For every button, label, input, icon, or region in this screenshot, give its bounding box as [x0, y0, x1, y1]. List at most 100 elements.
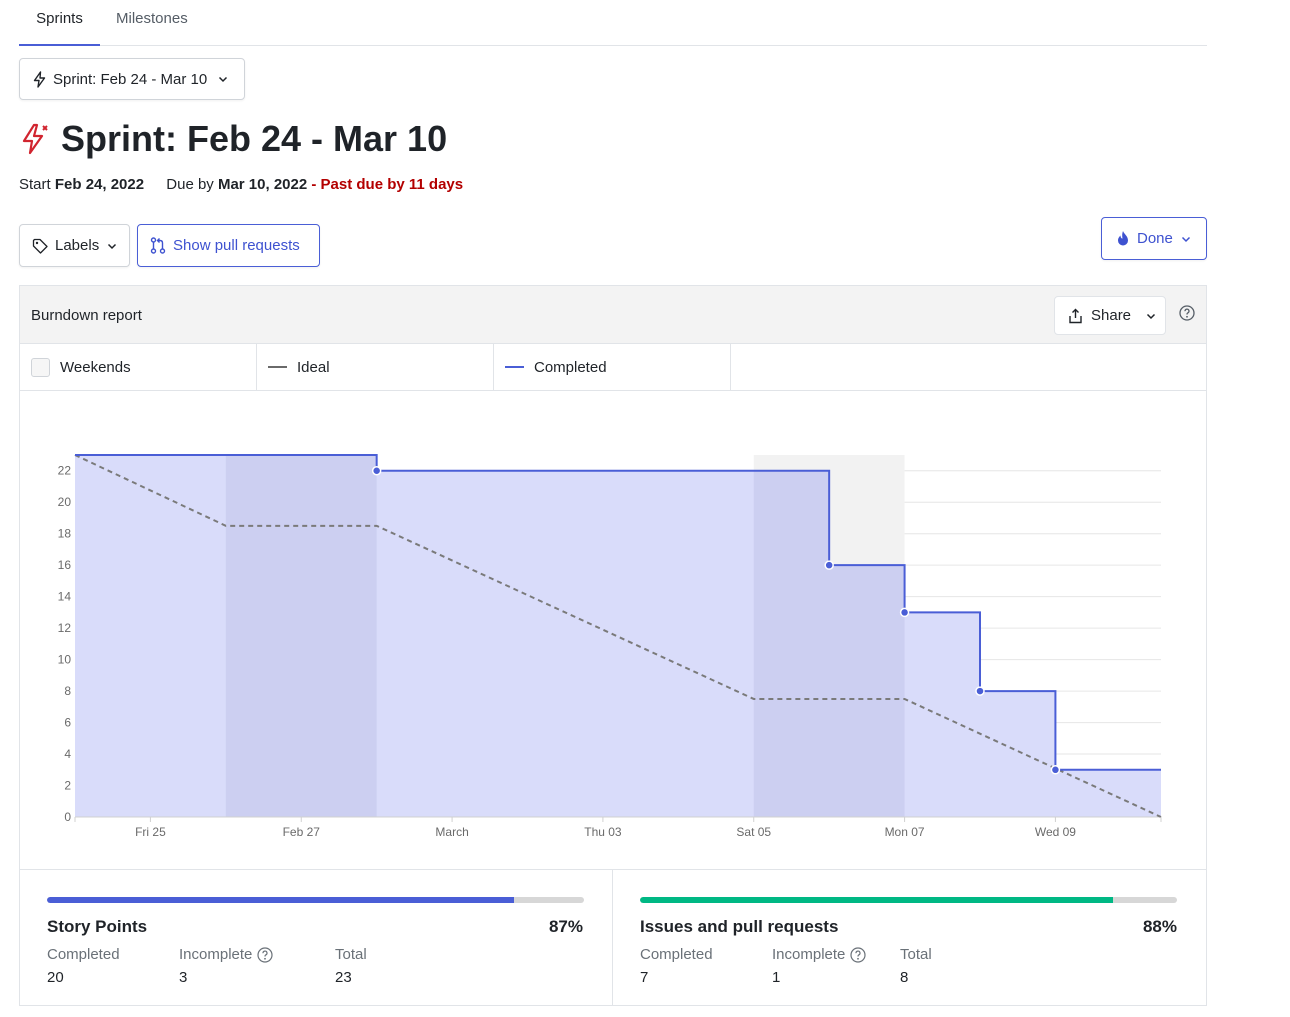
y-tick-label: 4 — [64, 747, 71, 761]
tab-milestones[interactable]: Milestones — [116, 10, 188, 27]
date-separator: - — [307, 176, 321, 193]
legend-completed-label: Completed — [534, 358, 607, 376]
story-total: Total 23 — [335, 946, 367, 986]
past-due-text: Past due by 11 days — [320, 176, 464, 193]
story-points-card: Story Points 87% Completed 20 Incomplete… — [20, 870, 613, 1006]
burndown-chart: 0 2 4 6 8 10 12 14 16 18 20 22 Fri 25 Feb 27 March Thu … — [58, 454, 1162, 839]
weekends-checkbox[interactable] — [31, 357, 50, 377]
x-tick-label: March — [435, 825, 468, 839]
total-value: 23 — [335, 969, 352, 986]
chevron-down-icon — [108, 243, 117, 249]
story-completed: Completed 20 — [47, 946, 120, 986]
x-tick-label: Fri 25 — [135, 825, 166, 839]
y-tick-label: 12 — [58, 621, 72, 635]
share-button[interactable]: Share — [1054, 296, 1166, 335]
help-icon[interactable] — [1179, 305, 1195, 321]
y-tick-label: 22 — [58, 464, 72, 478]
legend-weekends[interactable]: Weekends — [20, 344, 257, 390]
sprint-selector[interactable]: Sprint: Feb 24 - Mar 10 — [19, 58, 245, 100]
pull-request-icon — [150, 237, 166, 254]
completed-point — [899, 607, 910, 618]
ideal-swatch — [268, 366, 287, 368]
show-pull-requests-label: Show pull requests — [173, 237, 300, 254]
story-points-progress-fill — [47, 897, 515, 903]
x-tick-label: Wed 09 — [1035, 825, 1076, 839]
y-tick-label: 20 — [58, 495, 72, 509]
chart-legend: Weekends Ideal Completed — [20, 344, 1206, 391]
completed-value: 20 — [47, 969, 64, 986]
completed-swatch — [505, 366, 524, 368]
incomplete-value: 3 — [179, 969, 188, 986]
legend-completed[interactable]: Completed — [494, 344, 731, 390]
issues-total: Total 8 — [900, 946, 932, 986]
issues-progress-fill — [640, 897, 1113, 903]
legend-weekends-label: Weekends — [60, 358, 131, 376]
total-label: Total — [335, 946, 367, 963]
lightning-icon — [33, 70, 46, 88]
lightning-alert-icon — [22, 123, 48, 155]
legend-ideal[interactable]: Ideal — [257, 344, 494, 390]
weekend-shade — [225, 455, 377, 817]
help-icon[interactable] — [850, 946, 866, 963]
issues-incomplete: Incomplete 1 — [772, 946, 866, 986]
flame-icon — [1118, 231, 1128, 246]
issues-completed: Completed 7 — [640, 946, 713, 986]
help-icon[interactable] — [257, 946, 273, 963]
completed-point — [1050, 765, 1061, 775]
sprint-dates: Start Feb 24, 2022 Due by Mar 10, 2022 -… — [19, 176, 463, 193]
start-date: Feb 24, 2022 — [54, 176, 145, 193]
done-button[interactable]: Done — [1101, 217, 1207, 260]
incomplete-label-text: Incomplete — [179, 946, 253, 963]
incomplete-value: 1 — [772, 969, 781, 986]
y-tick-label: 14 — [58, 590, 72, 604]
tab-bar: Sprints Milestones — [19, 0, 1207, 46]
y-tick-label: 2 — [64, 779, 71, 793]
completed-point — [824, 560, 834, 570]
share-icon — [1069, 308, 1082, 323]
page-title: Sprint: Feb 24 - Mar 10 — [61, 118, 448, 159]
y-tick-label: 8 — [64, 684, 71, 698]
labels-button-label: Labels — [55, 237, 100, 254]
story-incomplete: Incomplete 3 — [179, 946, 273, 986]
story-points-title: Story Points — [47, 917, 148, 936]
incomplete-label: Incomplete — [179, 946, 273, 963]
show-pull-requests-button[interactable]: Show pull requests — [137, 224, 320, 267]
due-label: Due by — [166, 176, 214, 193]
issues-card: Issues and pull requests 88% Completed 7… — [613, 870, 1206, 1006]
total-label: Total — [900, 946, 932, 963]
completed-point — [975, 686, 985, 696]
page-title-row: Sprint: Feb 24 - Mar 10 — [19, 114, 447, 164]
completed-label: Completed — [640, 946, 713, 963]
completed-area — [75, 455, 1161, 817]
due-date: Mar 10, 2022 — [217, 176, 308, 193]
story-points-progress — [47, 897, 584, 903]
y-tick-label: 16 — [58, 558, 72, 572]
x-tick-label: Mon 07 — [885, 825, 925, 839]
completed-value: 7 — [640, 969, 649, 986]
share-button-label: Share — [1091, 307, 1132, 324]
labels-button[interactable]: Labels — [19, 224, 130, 267]
tab-sprints[interactable]: Sprints — [19, 0, 100, 46]
issues-progress — [640, 897, 1177, 903]
completed-label: Completed — [47, 946, 120, 963]
x-tick-label: Sat 05 — [736, 825, 771, 839]
start-label: Start — [19, 176, 51, 193]
y-tick-label: 0 — [64, 810, 71, 824]
ideal-line — [74, 454, 1162, 818]
issues-percent: 88% — [1142, 917, 1177, 936]
y-tick-label: 18 — [58, 527, 72, 541]
tag-icon — [32, 238, 48, 254]
incomplete-label: Incomplete — [772, 946, 866, 963]
x-tick-label: Feb 27 — [283, 825, 321, 839]
chevron-down-icon — [1147, 313, 1156, 319]
chevron-down-icon — [1181, 236, 1190, 242]
stats-row: Story Points 87% Completed 20 Incomplete… — [20, 869, 1206, 1006]
y-tick-label: 6 — [64, 716, 71, 730]
incomplete-label-text: Incomplete — [772, 946, 846, 963]
issues-title: Issues and pull requests — [640, 917, 839, 936]
sprint-selector-label: Sprint: Feb 24 - Mar 10 — [53, 70, 208, 88]
report-title: Burndown report — [31, 307, 142, 324]
x-tick-label: Thu 03 — [584, 825, 622, 839]
done-button-label: Done — [1137, 230, 1173, 247]
chevron-down-icon — [219, 76, 228, 83]
